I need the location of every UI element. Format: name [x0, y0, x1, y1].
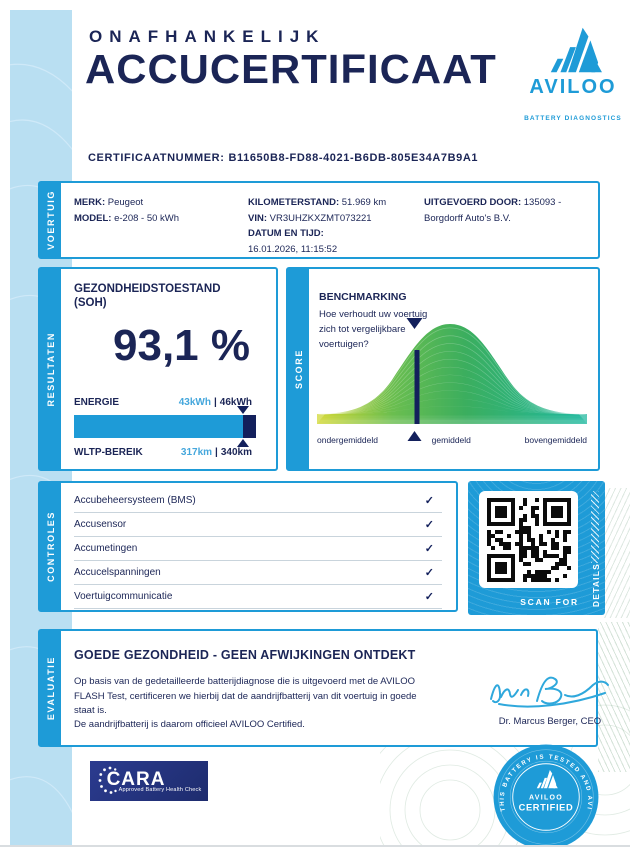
dealer-value: 135093 - Borgdorff Auto's B.V. [424, 197, 562, 224]
check-icon: ✓ [424, 495, 434, 507]
vehicle-col-1: MERK: Peugeot MODEL: e-208 - 50 kWh [74, 195, 244, 226]
check-label: Accusensor [74, 519, 127, 530]
evaluation-paragraph-2: De aandrijfbatterij is daarom officieel … [74, 719, 305, 730]
aviloo-logo: AVILOO BATTERY DIAGNOSTICS [524, 22, 622, 122]
vin-label: VIN: [248, 212, 267, 224]
results-section: RESULTATEN GEZONDHEIDSTOESTAND (SOH) 93,… [38, 267, 278, 471]
evaluation-tab: EVALUATIE [40, 631, 61, 745]
wltp-values: 317km | 340km [180, 447, 252, 458]
badge-wordmark: AVILOO [529, 795, 563, 802]
benchmark-marker-line [406, 318, 423, 441]
check-label: Voertuigcommunicatie [74, 591, 173, 602]
qr-scan-for-label: SCAN FOR [520, 597, 579, 607]
benchmark-curve [317, 312, 587, 441]
aviloo-wordmark: AVILOO [529, 76, 617, 98]
wltp-row: WLTP-BEREIK 317km | 340km [74, 447, 252, 458]
energie-label: ENERGIE [74, 397, 120, 408]
evaluation-section: EVALUATIE GOEDE GEZONDHEID - GEEN AFWIJK… [38, 629, 609, 747]
decor-hatch [591, 491, 599, 563]
badge-certified-label: CERTIFIED [519, 802, 574, 812]
cara-subtitle: Approved Battery Health Check [118, 786, 202, 793]
vehicle-section: VOERTUIG MERK: Peugeot MODEL: e-208 - 50… [38, 181, 600, 259]
model-value: e-208 - 50 kWh [114, 212, 180, 224]
aviloo-tagline: BATTERY DIAGNOSTICS [524, 115, 622, 122]
vehicle-col-2: KILOMETERSTAND: 51.969 km VIN: VR3UHZKXZ… [248, 195, 428, 257]
qr-panel: SCAN FOR DETAILS [468, 481, 605, 615]
soh-bar [74, 406, 256, 447]
check-label: Accucelspanningen [74, 567, 161, 578]
check-row: Accubeheersysteem (BMS) ✓ [74, 489, 442, 513]
model-label: MODEL: [74, 212, 112, 224]
soh-value: 93,1 % [113, 321, 250, 370]
cara-logo: CARA Approved Battery Health Check [90, 761, 208, 801]
check-row: Accumetingen ✓ [74, 537, 442, 561]
check-row: Accucelspanningen ✓ [74, 561, 442, 585]
certificate-number-label: CERTIFICAATNUMMER: [88, 152, 225, 164]
signature-icon [490, 676, 609, 708]
datetime-value: 16.01.2026, 11:15:52 [248, 243, 338, 255]
soh-bar-fill [74, 415, 244, 438]
label-bovengemiddeld: bovengemiddeld [524, 435, 587, 445]
check-label: Accumetingen [74, 543, 138, 554]
aviloo-logo-icon [550, 27, 602, 73]
evaluation-paragraph-1: Op basis van de gedetailleerde batterijd… [74, 676, 417, 716]
energie-current: 43kWh [178, 397, 211, 408]
label-ondergemiddeld: ondergemiddeld [317, 435, 378, 445]
wltp-original: 340km [220, 447, 252, 458]
badge-aviloo-icon [536, 769, 558, 789]
vehicle-tab: VOERTUIG [40, 183, 61, 257]
benchmark-marker-up-icon [407, 431, 422, 441]
energie-values: 43kWh | 46kWh [178, 397, 252, 408]
merk-value: Peugeot [107, 197, 144, 208]
vehicle-col-3: UITGEVOERD DOOR: 135093 - Borgdorff Auto… [424, 195, 589, 226]
datetime-label: DATUM EN TIJD: [248, 228, 324, 239]
qr-details-label: DETAILS [591, 562, 601, 607]
benchmarking-heading: BENCHMARKING [319, 291, 407, 303]
km-value: 51.969 km [341, 197, 387, 208]
certificate-title: ACCUCERTIFICAAT [85, 46, 497, 92]
wltp-label: WLTP-BEREIK [74, 447, 143, 458]
check-icon: ✓ [424, 543, 434, 555]
certificate-number: CERTIFICAATNUMMER: B11650B8-FD88-4021-B6D… [88, 152, 482, 164]
check-label: Accubeheersysteem (BMS) [74, 495, 196, 506]
evaluation-heading: GOEDE GEZONDHEID - GEEN AFWIJKINGEN ONTD… [74, 648, 416, 662]
label-gemiddeld: gemiddeld [431, 435, 471, 445]
check-row: Accusensor ✓ [74, 513, 442, 537]
soh-heading: GEZONDHEIDSTOESTAND (SOH) [74, 283, 221, 309]
signature-block: Dr. Marcus Berger, CEO [470, 671, 630, 727]
km-label: KILOMETERSTAND: [248, 197, 340, 208]
signer-name: Dr. Marcus Berger, CEO [498, 716, 602, 727]
score-section: SCORE BENCHMARKING Hoe verhoudt uw voert… [286, 267, 600, 471]
checks-tab: CONTROLES [40, 483, 61, 610]
results-tab: RESULTATEN [40, 269, 61, 469]
aviloo-certified-badge: THIS BATTERY IS TESTED AND AVILOO CERTIF… [488, 742, 599, 845]
energie-row: ENERGIE 43kWh | 46kWh [74, 397, 252, 408]
check-row: Voertuigcommunicatie ✓ [74, 585, 442, 609]
cara-star-ring-icon [98, 766, 117, 794]
check-icon: ✓ [424, 567, 434, 579]
certificate-kicker: ONAFHANKELIJK [89, 27, 326, 46]
vin-value: VR3UHZKXZMT073221 [269, 212, 372, 224]
decor-hatch [604, 488, 630, 618]
benchmark-axis-labels: ondergemiddeld gemiddeld bovengemiddeld [317, 435, 587, 445]
check-icon: ✓ [424, 519, 434, 531]
cara-wordmark: CARA [106, 768, 166, 790]
wltp-current: 317km [180, 447, 213, 458]
checks-section: CONTROLES Accubeheersysteem (BMS) ✓ Accuse… [38, 481, 458, 612]
check-icon: ✓ [424, 591, 434, 603]
soh-marker-down-icon [237, 406, 250, 414]
checks-list: Accubeheersysteem (BMS) ✓ Accusensor ✓ Accum… [74, 489, 442, 609]
dealer-label: UITGEVOERD DOOR: [424, 197, 522, 208]
merk-label: MERK: [74, 197, 106, 208]
benchmarking-question: Hoe verhoudt uw voertuig zich tot vergel… [319, 309, 428, 350]
soh-marker-up-icon [237, 439, 250, 447]
qr-code [479, 491, 578, 588]
score-tab: SCORE [288, 269, 309, 469]
benchmark-marker-down-icon [406, 318, 423, 329]
certificate-number-value: B11650B8-FD88-4021-B6DB-805E34A7B9A1 [228, 152, 479, 164]
energie-original: 46kWh [219, 397, 252, 408]
